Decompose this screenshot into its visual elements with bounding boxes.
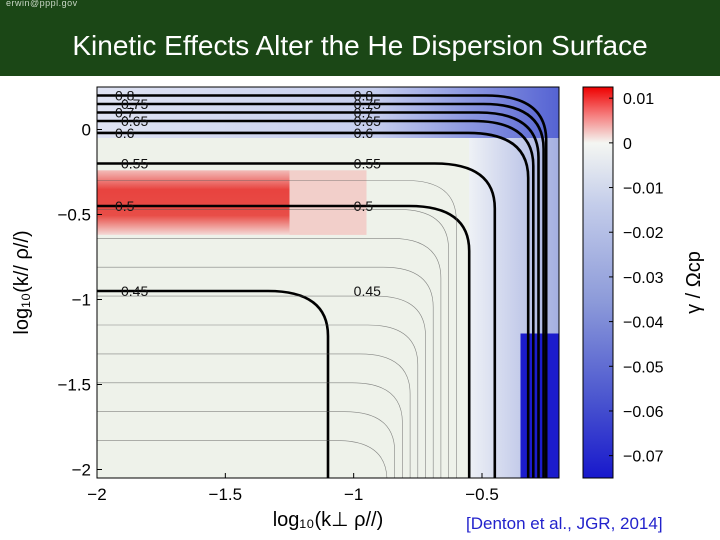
x-tick-label: −1 <box>344 485 363 504</box>
colorbar-tick-label: −0.07 <box>623 449 664 466</box>
y-tick-label: −2 <box>72 461 91 480</box>
slide-header: erwin@pppl.gov Kinetic Effects Alter the… <box>0 0 720 76</box>
heatmap-region-fade <box>289 170 367 235</box>
colorbar-tick-label: −0.05 <box>623 359 664 376</box>
contour-label: 0.45 <box>354 283 381 299</box>
colorbar-tick-label: 0.01 <box>623 91 654 108</box>
y-tick-label: −1.5 <box>57 376 91 395</box>
dispersion-chart: 0.8 0.80.75 0.750.7 0.70.65 0.650.6 0.60.55 0.… <box>11 86 705 531</box>
contour-line <box>97 94 548 478</box>
citation: [Denton et al., JGR, 2014] <box>466 514 663 533</box>
contour-line <box>97 111 540 478</box>
contour-line <box>97 162 497 478</box>
contour-line-minor <box>97 353 411 478</box>
contour-label: 0.5 <box>115 198 135 214</box>
contour-label: 0.8 <box>115 88 135 104</box>
contour-line-minor <box>97 209 449 478</box>
contour-line <box>97 204 471 478</box>
contour-line-minor <box>97 266 434 478</box>
colorbar-tick-label: −0.01 <box>623 181 664 198</box>
colorbar-tick-label: −0.03 <box>623 270 664 287</box>
contour-label: 0.7 <box>115 105 135 121</box>
y-tick-label: 0 <box>82 121 91 140</box>
contour-line <box>97 131 530 478</box>
y-tick-label: −0.5 <box>57 206 91 225</box>
colorbar-tick-label: −0.06 <box>623 404 664 421</box>
heatmap-region <box>97 170 290 235</box>
contour-line-minor <box>97 295 426 478</box>
contour-line-minor <box>97 382 403 478</box>
colorbar-tick-label: 0 <box>623 136 632 153</box>
x-axis-label: log₁₀(k⊥ ρ//) <box>273 509 384 531</box>
contour-line-minor <box>97 180 457 478</box>
contour-line-minor <box>97 324 419 478</box>
presenter-email: erwin@pppl.gov <box>6 0 78 8</box>
plot-frame <box>96 86 560 479</box>
contour-label: 0.55 <box>121 156 148 172</box>
contour-line-minor <box>97 238 442 478</box>
contour-line-minor <box>97 411 395 478</box>
contour-label: 0.75 <box>354 96 381 112</box>
contour-line <box>97 289 330 478</box>
contour-label: 0.5 <box>354 198 374 214</box>
x-tick-label: −2 <box>87 485 106 504</box>
contour-label: 0.45 <box>121 283 148 299</box>
contour-label: 0.8 <box>354 88 374 104</box>
contour-label: 0.75 <box>121 96 148 112</box>
colorbar-tick-label: −0.04 <box>623 315 664 332</box>
contour-label: 0.65 <box>121 113 148 129</box>
y-axis-label: log₁₀(k// ρ//) <box>11 230 33 334</box>
slide-title: Kinetic Effects Alter the He Dispersion … <box>72 30 648 61</box>
contour-line <box>97 119 535 478</box>
contour-line <box>97 102 545 478</box>
contour-label: 0.55 <box>354 156 381 172</box>
y-tick-label: −1 <box>72 291 91 310</box>
x-tick-label: −0.5 <box>465 485 499 504</box>
contour-label: 0.7 <box>354 105 374 121</box>
colorbar-label: γ / Ωcp <box>683 251 705 314</box>
colorbar-tick-label: −0.02 <box>623 225 664 242</box>
contour-label: 0.65 <box>354 113 381 129</box>
x-tick-label: −1.5 <box>209 485 243 504</box>
contour-label: 0.6 <box>115 125 135 141</box>
contour-label: 0.6 <box>354 125 374 141</box>
contour-line-minor <box>97 440 388 478</box>
colorbar-scale <box>582 86 614 479</box>
